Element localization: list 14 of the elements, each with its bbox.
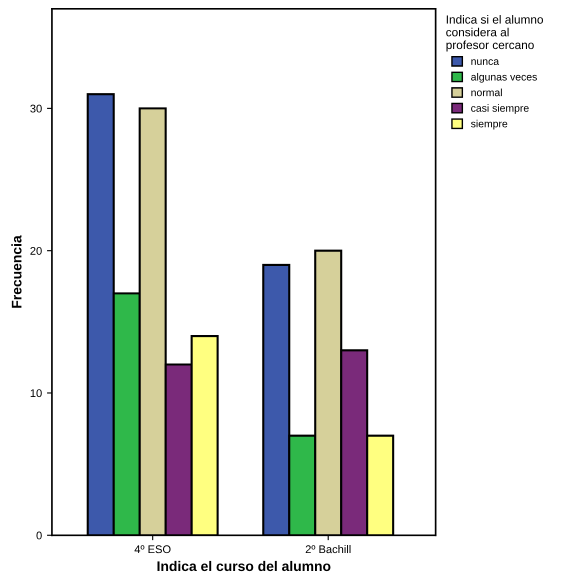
- x-axis-title: Indica el curso del alumno: [158, 560, 330, 572]
- x-tick-label: 2º Bachill: [306, 544, 350, 554]
- legend-label: algunas veces: [471, 72, 537, 83]
- legend-label: normal: [471, 88, 502, 96]
- legend-label: nunca: [471, 59, 500, 65]
- y-tick-label: 30: [30, 104, 42, 113]
- y-axis-title: Frecuencia: [11, 235, 22, 308]
- y-tick-label: 20: [30, 246, 42, 255]
- y-tick-label: 10: [30, 389, 42, 398]
- y-tick-label: 0: [36, 532, 42, 540]
- legend-label: siempre: [470, 120, 508, 130]
- legend-label: casi siempre: [471, 104, 529, 114]
- legend-title: Indica si el alumno considera al profesor cercano: [446, 15, 544, 52]
- x-tick-label: 4º ESO: [134, 545, 171, 554]
